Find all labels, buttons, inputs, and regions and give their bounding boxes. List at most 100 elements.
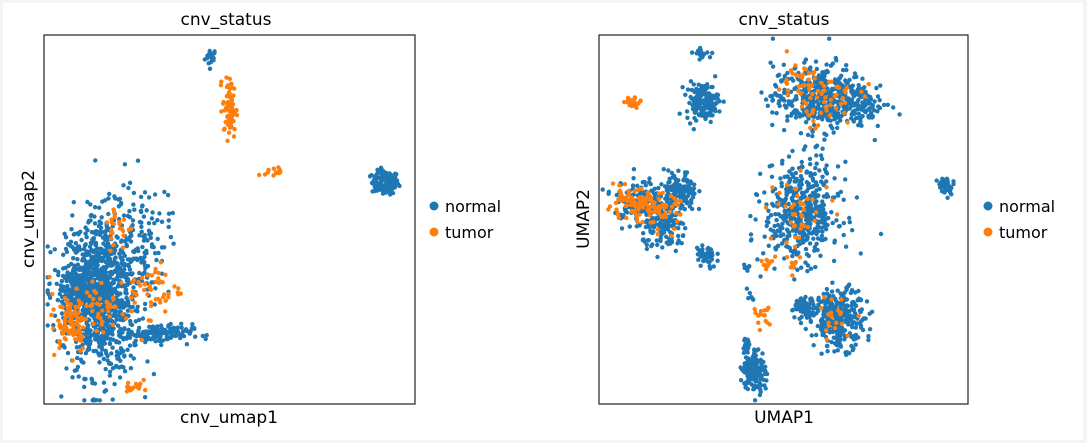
point-tumor-c5 — [788, 220, 794, 225]
point-normal-c8 — [818, 153, 824, 158]
point-normal-c3 — [64, 287, 69, 293]
point-normal-c10 — [842, 333, 847, 338]
point-normal-c8 — [834, 218, 839, 223]
point-tumor-c5 — [792, 212, 798, 217]
point-normal-c3 — [876, 104, 881, 109]
point-tumor-c3 — [62, 321, 67, 326]
point-normal-c2 — [115, 356, 120, 361]
point-normal-c2 — [777, 72, 782, 78]
point-normal-c14 — [747, 290, 752, 296]
point-normal-c8 — [858, 251, 863, 256]
point-normal-c5 — [180, 329, 186, 334]
point-normal-c4 — [623, 208, 628, 213]
point-normal-c8 — [797, 218, 802, 223]
point-tumor-c1 — [793, 63, 798, 68]
point-normal-c1 — [713, 108, 718, 114]
point-tumor-c4 — [99, 280, 104, 286]
point-normal-c10 — [848, 290, 854, 296]
point-tumor-c2 — [810, 91, 815, 97]
point-normal-c1 — [687, 100, 692, 106]
point-normal-c4 — [139, 229, 144, 234]
point-normal-c4 — [118, 200, 124, 206]
point-normal-c3 — [82, 311, 88, 317]
point-normal-c8 — [843, 159, 848, 164]
point-normal-c1 — [708, 109, 713, 115]
panel-2-title: cnv_status — [739, 10, 830, 30]
point-tumor-c3 — [52, 352, 57, 358]
point-normal-c1 — [713, 74, 718, 79]
point-normal-c2 — [92, 248, 98, 253]
point-tumor-c2 — [859, 89, 864, 95]
point-normal-c4 — [643, 183, 648, 188]
point-normal-c2 — [777, 103, 782, 109]
point-normal-c1 — [710, 84, 715, 90]
point-normal-c8 — [837, 223, 842, 229]
point-normal-c0 — [212, 51, 217, 56]
point-normal-c3 — [849, 86, 854, 91]
point-normal-c0 — [698, 48, 703, 53]
point-normal-c13 — [741, 350, 747, 355]
point-normal-c2 — [64, 366, 69, 371]
point-normal-c2 — [815, 81, 821, 86]
point-normal-c1 — [703, 116, 708, 122]
point-normal-c12 — [753, 364, 759, 370]
point-normal-c2 — [759, 90, 764, 95]
point-tumor-c3 — [629, 202, 635, 207]
point-tumor-c0 — [629, 100, 635, 105]
point-tumor-c0 — [625, 100, 630, 105]
point-normal-c2 — [844, 63, 849, 68]
point-normal-c8 — [830, 220, 835, 226]
point-tumor-c0 — [227, 76, 232, 82]
point-normal-c1 — [387, 192, 393, 197]
point-normal-c9 — [945, 177, 950, 183]
point-normal-c5 — [137, 325, 142, 330]
point-normal-c4 — [149, 280, 154, 285]
point-normal-c10 — [864, 299, 870, 304]
point-normal-c7 — [715, 258, 720, 263]
point-normal-c2 — [81, 256, 87, 261]
point-tumor-c0 — [227, 90, 232, 95]
point-tumor-c4 — [80, 325, 86, 330]
point-normal-c5 — [178, 335, 183, 341]
point-normal-c2 — [80, 252, 85, 257]
point-normal-c1 — [692, 115, 697, 121]
point-tumor-c2 — [153, 270, 158, 275]
point-normal-c2 — [110, 332, 115, 337]
point-normal-c10 — [849, 322, 855, 328]
point-normal-c5 — [168, 329, 173, 335]
point-normal-c4 — [651, 191, 657, 196]
point-normal-c8 — [789, 197, 795, 202]
point-normal-c4 — [126, 185, 131, 191]
point-tumor-c3 — [627, 197, 632, 202]
point-normal-c2 — [127, 343, 133, 348]
point-normal-c8 — [820, 174, 825, 179]
point-normal-c4 — [121, 183, 126, 188]
point-normal-c5 — [116, 333, 122, 338]
point-tumor-c3 — [634, 216, 640, 222]
point-tumor-c1 — [784, 49, 789, 54]
point-normal-c3 — [87, 317, 92, 323]
point-tumor-c0 — [228, 119, 234, 125]
point-tumor-c2 — [823, 95, 828, 100]
point-tumor-c3 — [624, 203, 629, 208]
point-tumor-c4 — [651, 219, 656, 225]
point-normal-c2 — [834, 58, 839, 63]
point-tumor-c3 — [635, 203, 640, 209]
point-tumor-c8 — [832, 325, 838, 331]
point-tumor-c8 — [818, 305, 824, 311]
point-normal-c2 — [847, 77, 852, 83]
point-normal-c4 — [170, 210, 175, 216]
point-normal-c2 — [82, 384, 87, 390]
point-normal-c4 — [124, 242, 129, 247]
point-normal-c8 — [811, 236, 816, 241]
point-normal-c12 — [745, 356, 751, 361]
point-normal-c4 — [128, 239, 134, 244]
point-normal-c0 — [207, 66, 213, 71]
point-normal-c5 — [156, 335, 161, 341]
point-normal-c2 — [838, 118, 843, 123]
point-normal-c1 — [721, 99, 726, 104]
point-normal-c5 — [667, 179, 672, 185]
point-tumor-c0 — [634, 105, 639, 111]
point-normal-c2 — [114, 234, 119, 239]
point-normal-c8 — [766, 208, 771, 213]
